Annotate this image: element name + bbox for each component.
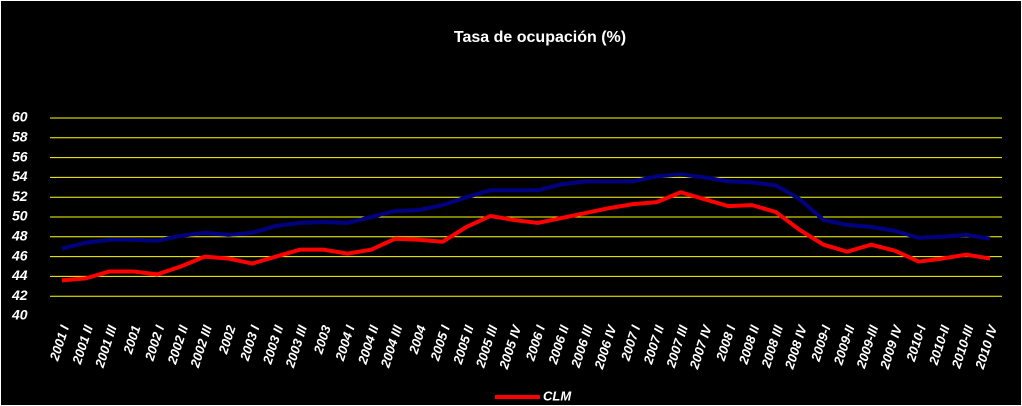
series-line	[61, 190, 991, 283]
y-tick-label: 50	[12, 208, 28, 224]
series-line	[61, 172, 991, 251]
y-tick-label: 46	[11, 247, 28, 263]
y-tick-label: 54	[12, 168, 28, 184]
chart-title: Tasa de ocupación (%)	[454, 29, 626, 46]
y-tick-label: 52	[12, 188, 28, 204]
y-tick-label: 40	[11, 307, 28, 323]
y-tick-label: 56	[12, 148, 28, 164]
y-tick-label: 60	[12, 109, 28, 125]
y-tick-label: 44	[11, 267, 28, 283]
y-tick-label: 48	[11, 228, 28, 244]
y-tick-label: 58	[12, 129, 28, 145]
y-tick-label: 42	[11, 287, 28, 303]
legend-label: CLM	[543, 388, 572, 403]
